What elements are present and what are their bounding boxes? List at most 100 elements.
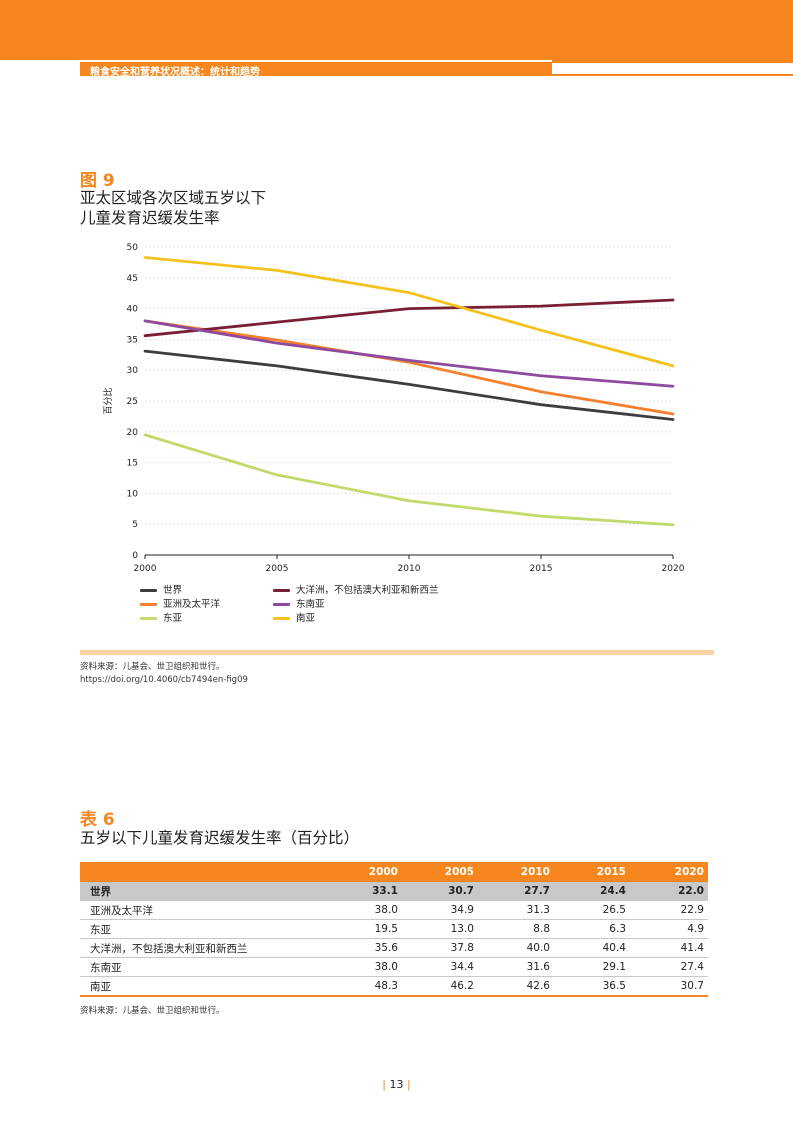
table-cell: 13.0 xyxy=(402,919,478,939)
table-cell: 41.4 xyxy=(630,938,708,958)
table-cell: 29.1 xyxy=(554,957,630,977)
table-cell: 46.2 xyxy=(402,976,478,997)
table-row: 东亚 19.5 13.0 8.8 6.3 4.9 xyxy=(80,919,708,939)
header-right-gap xyxy=(552,63,793,74)
page-number: | 13 | xyxy=(0,1078,793,1091)
table-row: 南亚 48.3 46.2 42.6 36.5 30.7 xyxy=(80,976,708,997)
table-row: 大洋洲，不包括澳大利亚和新西兰 35.6 37.8 40.0 40.4 41.4 xyxy=(80,938,708,958)
x-tick-label: 2020 xyxy=(662,564,685,574)
series-line-4 xyxy=(143,319,675,388)
x-tick-label: 2015 xyxy=(530,564,553,574)
data-table: 2000 2005 2010 2015 2020 世界 33.1 30.7 27… xyxy=(80,862,708,997)
chart-axes: 0 5 10 15 20 25 30 35 40 45 50 2000 2005 2010 2015 2020… xyxy=(102,243,685,574)
y-tick-label: 20 xyxy=(127,428,139,438)
table-cell: 24.4 xyxy=(554,882,630,901)
x-tick-label: 2005 xyxy=(266,564,289,574)
y-axis-label: 百分比 xyxy=(102,387,114,414)
table-cell: 26.5 xyxy=(554,900,630,920)
legend-swatch xyxy=(273,603,290,606)
legend-label: 大洋洲，不包括澳大利亚和新西兰 xyxy=(296,585,439,596)
table-cell: 4.9 xyxy=(630,919,708,939)
legend-item-southeast-asia: 东南亚 xyxy=(273,596,325,610)
series-line-0 xyxy=(143,349,675,421)
chart-series xyxy=(143,256,675,527)
legend-swatch xyxy=(273,589,290,592)
x-tick-label: 2010 xyxy=(398,564,421,574)
legend-item-south-asia: 南亚 xyxy=(273,610,316,624)
legend-swatch xyxy=(273,617,290,620)
table-header-cell: 2005 xyxy=(402,862,478,882)
series-line-3 xyxy=(143,298,675,338)
y-tick-label: 40 xyxy=(127,305,139,315)
table-row: 世界 33.1 30.7 27.7 24.4 22.0 xyxy=(80,882,708,901)
figure-divider xyxy=(80,650,714,655)
series-line-1 xyxy=(143,319,675,416)
table-cell: 27.4 xyxy=(630,957,708,977)
running-header: 粮食安全和营养状况概述：统计和趋势 xyxy=(80,62,552,78)
series-line-2 xyxy=(143,433,675,527)
table-row: 亚洲及太平洋 38.0 34.9 31.3 26.5 22.9 xyxy=(80,900,708,920)
page-number-divider: | xyxy=(382,1078,386,1091)
table-cell-region: 亚洲及太平洋 xyxy=(80,900,326,920)
figure-source: 资料来源：儿基会、世卫组织和世行。 https://doi.org/10.406… xyxy=(80,661,248,687)
table-cell: 48.3 xyxy=(326,976,402,997)
figure-title-line1: 亚太区域各次区域五岁以下 xyxy=(80,189,267,207)
series-line-5 xyxy=(143,256,675,368)
table-cell: 34.9 xyxy=(402,900,478,920)
table-cell: 31.3 xyxy=(478,900,554,920)
table-cell-region: 大洋洲，不包括澳大利亚和新西兰 xyxy=(80,938,326,958)
table-header-cell: 2010 xyxy=(478,862,554,882)
table-cell: 22.9 xyxy=(630,900,708,920)
top-color-band xyxy=(0,0,793,60)
table-cell-region: 东南亚 xyxy=(80,957,326,977)
table-cell: 34.4 xyxy=(402,957,478,977)
page-number-value: 13 xyxy=(389,1078,404,1091)
line-chart: 0 5 10 15 20 25 30 35 40 45 50 2000 2005 2010 2015 2020… xyxy=(102,243,685,574)
table-cell-region: 东亚 xyxy=(80,919,326,939)
table-cell: 6.3 xyxy=(554,919,630,939)
table-cell: 31.6 xyxy=(478,957,554,977)
table-label: 表 6 xyxy=(80,810,115,830)
table-cell: 30.7 xyxy=(630,976,708,997)
legend-label: 南亚 xyxy=(296,613,316,624)
table-row: 东南亚 38.0 34.4 31.6 29.1 27.4 xyxy=(80,957,708,977)
y-tick-label: 10 xyxy=(127,489,139,499)
x-tick-label: 2000 xyxy=(134,564,157,574)
table-header-cell xyxy=(80,862,326,882)
table-cell: 33.1 xyxy=(326,882,402,901)
table-source: 资料来源：儿基会、世卫组织和世行。 xyxy=(80,1006,225,1016)
legend-label: 东南亚 xyxy=(296,599,325,610)
table-cell: 30.7 xyxy=(402,882,478,901)
legend-swatch xyxy=(140,617,157,620)
figure-title-line2: 儿童发育迟缓发生率 xyxy=(80,209,220,227)
y-tick-label: 0 xyxy=(132,551,138,561)
figure-source-doi-link[interactable]: https://doi.org/10.4060/cb7494en-fig09 xyxy=(80,675,248,685)
table-cell: 8.8 xyxy=(478,919,554,939)
y-tick-label: 5 xyxy=(132,520,138,530)
table-header-cell: 2015 xyxy=(554,862,630,882)
figure-source-text: 资料来源：儿基会、世卫组织和世行。 xyxy=(80,662,225,672)
y-tick-label: 15 xyxy=(127,459,138,469)
legend-swatch xyxy=(140,589,157,592)
table-cell: 40.4 xyxy=(554,938,630,958)
table-cell: 38.0 xyxy=(326,957,402,977)
chart-legend: 世界 亚洲及太平洋 东亚 大洋洲，不包括澳大利亚和新西兰 东南亚 南亚 xyxy=(140,582,600,624)
table-cell: 42.6 xyxy=(478,976,554,997)
y-tick-label: 45 xyxy=(127,274,138,284)
table-header-row: 2000 2005 2010 2015 2020 xyxy=(80,862,708,882)
table-cell: 37.8 xyxy=(402,938,478,958)
table-cell: 36.5 xyxy=(554,976,630,997)
table-cell: 40.0 xyxy=(478,938,554,958)
table-cell: 38.0 xyxy=(326,900,402,920)
legend-item-asia-pacific: 亚洲及太平洋 xyxy=(140,596,220,610)
table-title: 五岁以下儿童发育迟缓发生率（百分比） xyxy=(80,829,360,847)
figure-label: 图 9 xyxy=(80,171,115,191)
figure-title: 亚太区域各次区域五岁以下 儿童发育迟缓发生率 xyxy=(80,188,266,228)
table-header-cell: 2020 xyxy=(630,862,708,882)
legend-item-world: 世界 xyxy=(140,582,182,596)
table-cell: 35.6 xyxy=(326,938,402,958)
table-cell: 27.7 xyxy=(478,882,554,901)
running-header-title: 粮食安全和营养状况概述：统计和趋势 xyxy=(90,67,260,78)
legend-item-oceania: 大洋洲，不包括澳大利亚和新西兰 xyxy=(273,582,439,596)
table-cell-region: 世界 xyxy=(80,882,326,901)
